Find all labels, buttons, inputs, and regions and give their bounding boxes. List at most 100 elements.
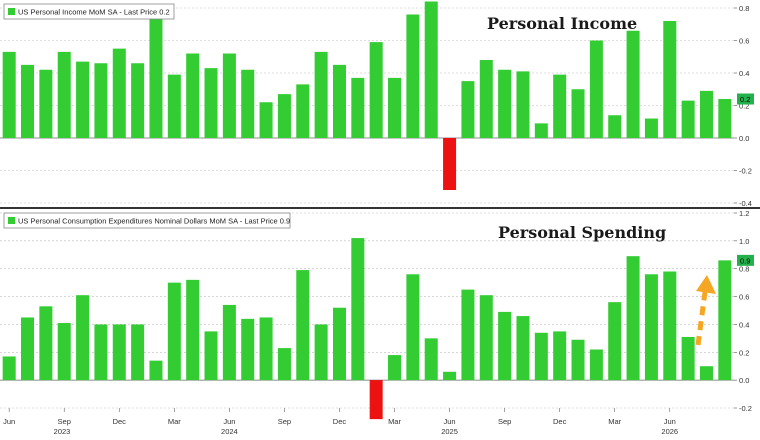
bar [186, 279, 200, 381]
x-year-label: 2025 [441, 427, 458, 435]
bar [461, 81, 475, 138]
bar [699, 90, 713, 138]
bar [534, 123, 548, 138]
bar [204, 68, 218, 138]
bar [498, 311, 512, 381]
bar [571, 339, 585, 381]
bar [388, 355, 402, 381]
legend-box [3, 3, 175, 20]
bar [39, 306, 53, 381]
bar [498, 69, 512, 138]
bar [76, 61, 90, 138]
bar [351, 238, 365, 381]
bar [424, 338, 438, 381]
bar [644, 118, 658, 138]
bar [259, 102, 273, 138]
bar [663, 271, 677, 381]
bar [388, 77, 402, 138]
bar [663, 21, 677, 138]
bar [112, 324, 126, 381]
x-month-label: Dec [553, 417, 567, 426]
y-tick-label: 0.0 [739, 134, 749, 143]
legend-swatch [8, 217, 15, 224]
bar [553, 74, 567, 138]
bar [718, 99, 732, 138]
bar [21, 317, 35, 381]
panel-title-spending: Personal Spending [498, 223, 666, 242]
bar [351, 77, 365, 138]
bar [57, 51, 71, 138]
last-value-badge [737, 254, 754, 266]
bar [626, 30, 640, 138]
bar [112, 48, 126, 138]
bar [534, 332, 548, 381]
bar [718, 260, 732, 381]
bar [57, 323, 71, 381]
bar [369, 380, 383, 420]
bar [296, 84, 310, 138]
y-tick-label: 0.8 [739, 265, 749, 274]
x-month-label: Sep [58, 417, 71, 426]
bar [94, 324, 108, 381]
bar [149, 11, 163, 138]
bar [479, 60, 493, 138]
legend-swatch [8, 8, 15, 15]
bar [167, 282, 181, 381]
y-tick-label: 0.4 [739, 320, 749, 329]
legend-text-income: US Personal Income MoM SA - Last Price 0… [18, 8, 170, 17]
y-tick-label: 1.0 [739, 237, 749, 246]
bar [626, 256, 640, 381]
bar [186, 53, 200, 138]
x-month-label: Jun [3, 417, 15, 426]
bar [259, 317, 273, 381]
y-tick-label: 0.2 [739, 348, 749, 357]
x-month-label: Mar [168, 417, 181, 426]
x-month-label: Mar [608, 417, 621, 426]
x-month-label: Dec [333, 417, 347, 426]
bar [681, 100, 695, 138]
x-year-label: 2023 [54, 427, 71, 435]
bar [332, 64, 346, 138]
bar [94, 63, 108, 138]
bar [2, 356, 16, 381]
bar [699, 366, 713, 381]
bar [277, 94, 291, 138]
upward-arrow-annotation [695, 275, 716, 346]
bar [516, 71, 530, 138]
legend-text-spending: US Personal Consumption Expenditures Nom… [18, 217, 290, 226]
bar [277, 348, 291, 381]
y-tick-label: -0.2 [739, 404, 752, 413]
bar [131, 63, 145, 138]
bar [39, 69, 53, 138]
x-year-label: 2024 [221, 427, 238, 435]
y-tick-label: 0.0 [739, 376, 749, 385]
personal-spending-panel: -0.2 0.0 0.2 0.4 0.6 0.8 1.0 1.2 0.9 US Personal … [0, 209, 754, 420]
bar [314, 324, 328, 381]
bar [222, 304, 236, 381]
bar [516, 316, 530, 381]
bar [241, 69, 255, 138]
bar [222, 53, 236, 138]
bar [406, 14, 420, 138]
x-year-label: 2026 [661, 427, 678, 435]
bar [461, 289, 475, 381]
bar [644, 274, 658, 381]
bar [21, 64, 35, 138]
bar [369, 42, 383, 138]
personal-income-panel: -0.4 -0.2 0.0 0.2 0.4 0.6 0.8 0.2 US Personal In… [0, 1, 754, 208]
y-tick-label: -0.2 [739, 167, 752, 176]
bar [443, 138, 457, 190]
bar [2, 51, 16, 138]
x-month-label: Jun [444, 417, 456, 426]
bar [76, 295, 90, 381]
bar [589, 40, 603, 138]
bar [571, 89, 585, 138]
bar [149, 360, 163, 381]
bar [424, 1, 438, 138]
panel-title-income: Personal Income [487, 14, 637, 33]
bar [608, 115, 622, 138]
y-tick-label: 0.4 [739, 69, 749, 78]
bar [296, 270, 310, 381]
